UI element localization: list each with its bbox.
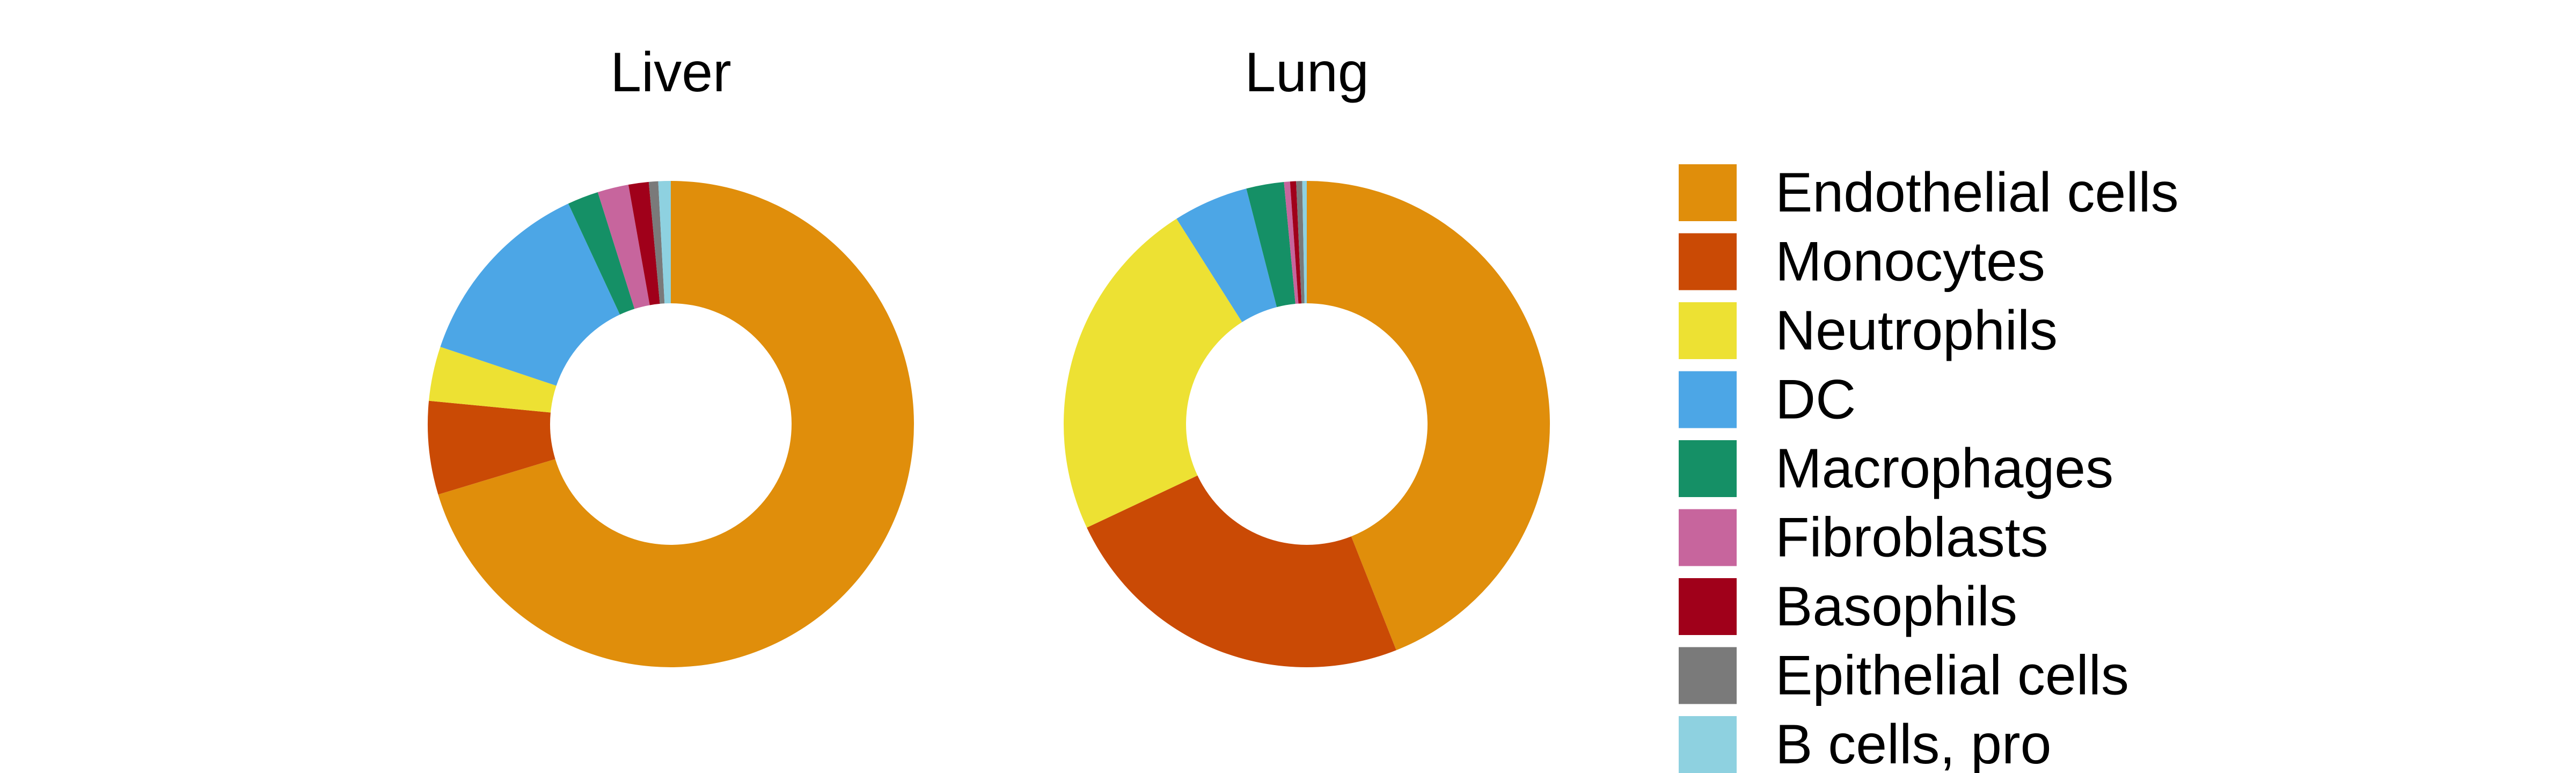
- slice-liver-monocytes: [428, 400, 555, 495]
- slice-liver-b-cells-pro: [658, 181, 671, 304]
- legend-label-neutrophils: Neutrophils: [1775, 300, 2058, 362]
- slice-liver-fibroblasts: [597, 184, 650, 309]
- legend-item-dc: DC: [1679, 369, 1856, 431]
- donut-lung-title: Lung: [1245, 41, 1368, 104]
- donut-liver-title: Liver: [610, 41, 731, 104]
- legend-label-b-cells-pro: B cells, pro: [1775, 713, 2051, 773]
- legend: Endothelial cells Monocytes Neutrophils DCM…: [1679, 162, 2179, 773]
- slice-lung-basophils: [1290, 181, 1302, 304]
- donut-lung: Lung: [1064, 41, 1550, 667]
- donut-lung-slices: [1064, 181, 1550, 667]
- slice-lung-epithelial-cells: [1296, 181, 1305, 304]
- slice-liver-neutrophils: [429, 347, 557, 413]
- legend-swatch-b-cells-pro: [1679, 716, 1737, 773]
- legend-label-basophils: Basophils: [1775, 575, 2017, 638]
- legend-swatch-basophils: [1679, 578, 1737, 635]
- slice-lung-fibroblasts: [1284, 181, 1299, 304]
- legend-swatch-neutrophils: [1679, 302, 1737, 359]
- legend-swatch-dc: [1679, 371, 1737, 428]
- slice-lung-dc: [1176, 188, 1277, 323]
- legend-label-endothelial-cells: Endothelial cells: [1775, 162, 2179, 224]
- slice-lung-monocytes: [1087, 475, 1396, 667]
- slice-liver-basophils: [628, 181, 660, 305]
- slice-liver-epithelial-cells: [648, 181, 665, 304]
- slice-lung-macrophages: [1246, 182, 1296, 308]
- legend-item-macrophages: Macrophages: [1679, 437, 2113, 500]
- legend-label-macrophages: Macrophages: [1775, 437, 2113, 500]
- legend-item-fibroblasts: Fibroblasts: [1679, 507, 2048, 569]
- slice-liver-endothelial-cells: [438, 181, 914, 667]
- legend-swatch-epithelial-cells: [1679, 647, 1737, 704]
- slice-liver-macrophages: [568, 192, 635, 315]
- legend-label-monocytes: Monocytes: [1775, 231, 2045, 293]
- donut-liver-slices: [428, 181, 914, 667]
- legend-swatch-endothelial-cells: [1679, 164, 1737, 221]
- slice-lung-b-cells-pro: [1302, 181, 1307, 304]
- legend-item-epithelial-cells: Epithelial cells: [1679, 645, 2129, 707]
- slice-lung-endothelial-cells: [1307, 181, 1550, 651]
- legend-item-b-cells-pro: B cells, pro: [1679, 713, 2051, 773]
- legend-swatch-macrophages: [1679, 440, 1737, 497]
- legend-label-fibroblasts: Fibroblasts: [1775, 507, 2048, 569]
- legend-label-dc: DC: [1775, 369, 1856, 431]
- legend-item-monocytes: Monocytes: [1679, 231, 2045, 293]
- slice-liver-dc: [440, 203, 620, 386]
- legend-item-basophils: Basophils: [1679, 575, 2017, 638]
- slice-lung-neutrophils: [1064, 218, 1242, 528]
- donut-liver: Liver: [428, 41, 914, 667]
- legend-item-endothelial-cells: Endothelial cells: [1679, 162, 2179, 224]
- legend-item-neutrophils: Neutrophils: [1679, 300, 2058, 362]
- legend-swatch-monocytes: [1679, 233, 1737, 290]
- legend-label-epithelial-cells: Epithelial cells: [1775, 645, 2129, 707]
- legend-swatch-fibroblasts: [1679, 509, 1737, 566]
